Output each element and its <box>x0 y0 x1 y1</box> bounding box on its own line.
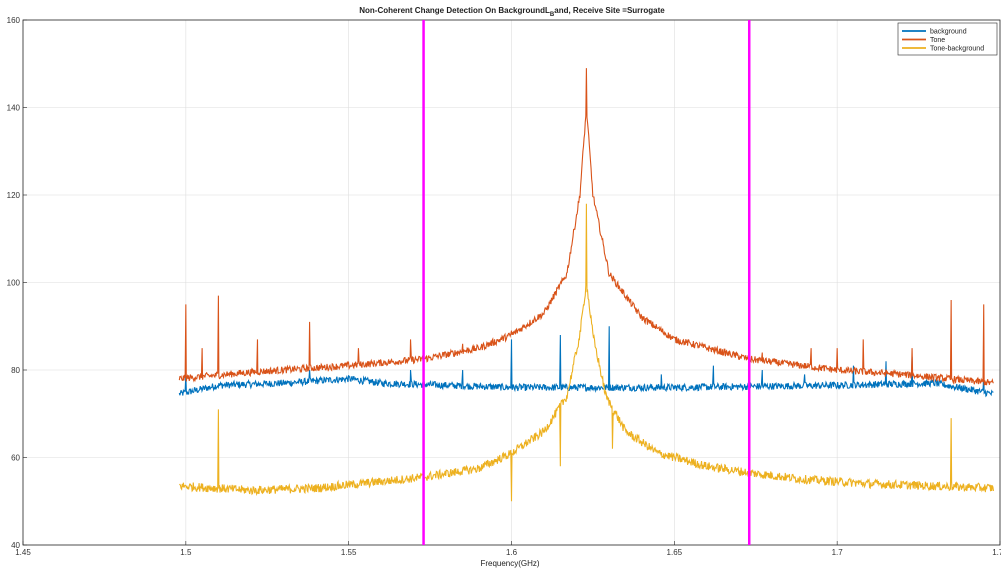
x-tick-label: 1.65 <box>667 548 683 557</box>
y-axis-ticks: 40 60 80 100 120 140 160 <box>7 16 27 550</box>
series-line-tone-background <box>179 203 995 502</box>
legend-label: background <box>930 29 967 36</box>
marker-lines <box>422 20 751 545</box>
legend-label: Tone <box>930 37 945 44</box>
chart-title-subscript: B <box>550 12 555 18</box>
y-tick-label: 160 <box>7 16 21 25</box>
y-tick-label: 80 <box>11 366 20 375</box>
x-tick-label: 1.45 <box>15 548 31 557</box>
x-tick-label: 1.6 <box>506 548 518 557</box>
x-axis-label: Frequency(GHz) <box>480 559 539 568</box>
series-line-background <box>178 326 994 398</box>
chart-title-main: Non-Coherent Change Detection On Backgro… <box>359 6 550 15</box>
y-tick-label: 140 <box>7 104 21 113</box>
y-tick-label: 40 <box>11 541 20 550</box>
y-tick-label: 100 <box>7 279 21 288</box>
x-tick-label: 1.55 <box>341 548 357 557</box>
x-axis-ticks: 1.45 1.5 1.55 1.6 1.65 1.7 1.75 <box>15 541 1001 557</box>
y-tick-label: 120 <box>7 191 21 200</box>
series-layer <box>178 68 995 502</box>
chart-title-rest: and, Receive Site =Surrogate <box>554 6 665 15</box>
x-tick-label: 1.75 <box>992 548 1001 557</box>
legend-label: Tone-background <box>930 46 984 53</box>
series-line-tone <box>178 68 994 386</box>
chart-title: Non-Coherent Change Detection On Backgro… <box>359 6 665 18</box>
y-tick-label: 60 <box>11 454 20 463</box>
x-tick-label: 1.5 <box>180 548 192 557</box>
x-tick-label: 1.7 <box>832 548 844 557</box>
